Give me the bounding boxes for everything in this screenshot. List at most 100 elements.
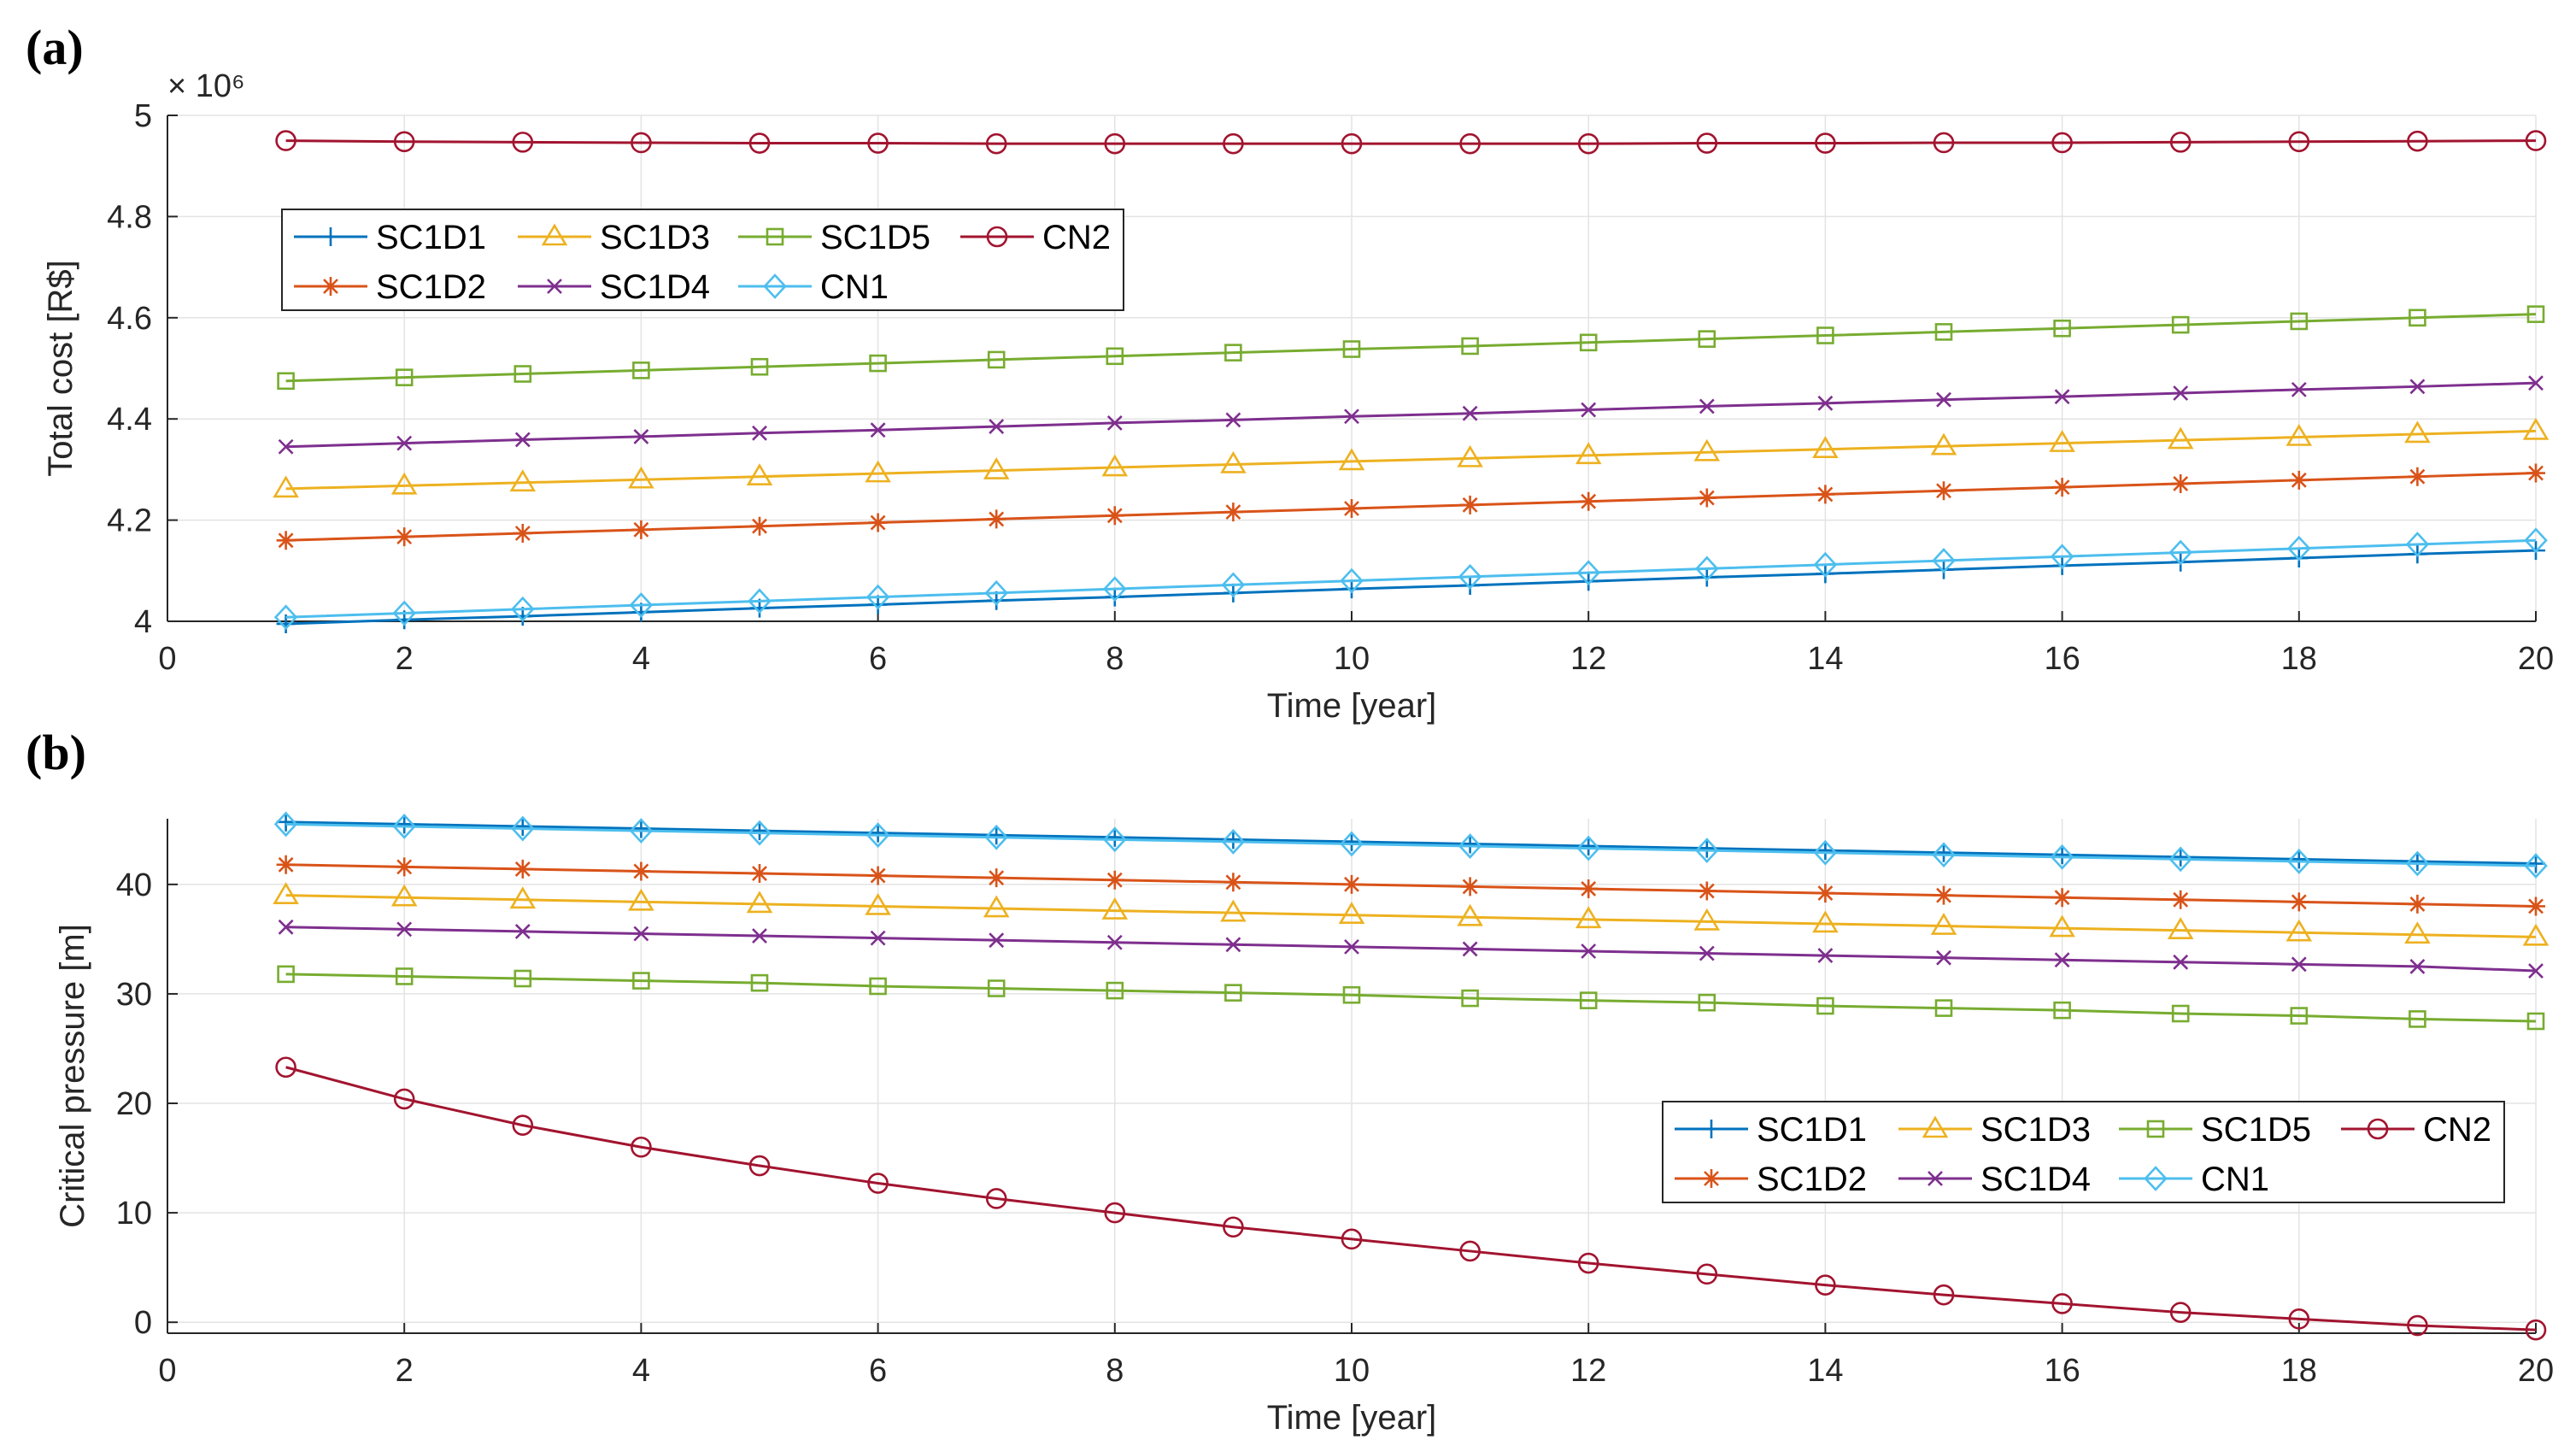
series-line xyxy=(285,1066,2537,1331)
data-point xyxy=(1698,993,1716,1012)
data-point xyxy=(1342,340,1361,358)
data-point xyxy=(2409,309,2426,327)
data-point xyxy=(1934,843,1953,862)
x-tick-label: 10 xyxy=(1334,1353,1370,1389)
legend-label: CN2 xyxy=(1042,219,1111,256)
data-point xyxy=(2052,888,2072,908)
series-sc1d2 xyxy=(276,855,2545,916)
data-point xyxy=(2052,478,2072,497)
data-point xyxy=(2524,527,2548,554)
data-point xyxy=(1461,337,1479,356)
y-tick-label: 0 xyxy=(134,1305,152,1341)
data-point xyxy=(1934,999,1953,1017)
data-point xyxy=(278,438,294,455)
legend-box xyxy=(1662,1101,2505,1203)
data-point xyxy=(1104,1202,1126,1224)
data-point xyxy=(1579,572,1599,591)
x-tick-label: 18 xyxy=(2281,1353,2317,1389)
data-point xyxy=(1457,444,1483,467)
series-cn2 xyxy=(275,1056,2547,1341)
data-point xyxy=(1934,481,1953,501)
legend-marker xyxy=(321,227,340,246)
x-tick-label: 10 xyxy=(1334,641,1370,677)
data-point xyxy=(1579,991,1598,1009)
data-point xyxy=(513,969,532,988)
data-point xyxy=(1220,450,1247,473)
series-sc1d1 xyxy=(276,541,2545,633)
legend-entry-sc1d3: SC1D3 xyxy=(518,219,710,256)
y-tick-label: 40 xyxy=(116,867,152,903)
data-point xyxy=(1936,949,1951,966)
x-tick-label: 4 xyxy=(632,641,650,677)
data-point xyxy=(1815,132,1836,154)
data-point xyxy=(1934,560,1953,579)
series-sc1d2 xyxy=(276,463,2545,550)
data-point xyxy=(513,365,532,383)
series-sc1d5 xyxy=(277,305,2545,391)
data-point xyxy=(395,368,414,386)
data-point xyxy=(1933,132,1955,154)
data-point xyxy=(2050,844,2074,870)
legend-entry-cn1: CN1 xyxy=(2119,1161,2269,1198)
legend-marker xyxy=(2367,1118,2389,1140)
data-point xyxy=(514,432,531,448)
data-point xyxy=(1576,835,1600,861)
data-point xyxy=(748,588,772,614)
data-point xyxy=(1577,1252,1599,1274)
legend-entry-sc1d5: SC1D5 xyxy=(738,219,930,256)
data-point xyxy=(1577,132,1599,155)
data-point xyxy=(1340,567,1364,594)
data-point xyxy=(1105,827,1124,847)
y-tick-label: 4.4 xyxy=(107,402,152,438)
data-point xyxy=(983,457,1010,479)
data-point xyxy=(867,1173,889,1194)
data-point xyxy=(2288,1308,2310,1330)
legend: SC1D1 SC1D3 SC1D5 CN2 SC1D2 SC1D4 CN1 xyxy=(281,209,1124,311)
data-point xyxy=(1342,832,1361,851)
data-point xyxy=(987,868,1006,888)
y-tick-label: 30 xyxy=(116,977,152,1013)
data-point xyxy=(1342,874,1361,894)
data-point xyxy=(1579,837,1599,856)
data-point xyxy=(395,814,414,834)
data-point xyxy=(1341,132,1363,155)
legend-entry-sc1d3: SC1D3 xyxy=(1898,1111,2091,1149)
data-point xyxy=(2167,917,2194,939)
data-point xyxy=(2171,847,2191,867)
data-point xyxy=(2409,1010,2426,1028)
data-point xyxy=(1459,1240,1481,1262)
data-point xyxy=(2286,919,2313,942)
data-point xyxy=(392,600,416,626)
data-point xyxy=(987,350,1006,369)
data-point xyxy=(2526,1012,2545,1031)
data-point xyxy=(2053,1001,2071,1020)
data-point xyxy=(1106,981,1124,1000)
data-point xyxy=(1581,944,1597,959)
data-point xyxy=(393,131,415,153)
series-line xyxy=(285,926,2537,973)
data-point xyxy=(2526,463,2545,483)
data-point xyxy=(2286,423,2313,446)
data-point xyxy=(750,821,769,841)
series-sc1d4 xyxy=(278,919,2544,979)
data-point xyxy=(1458,833,1482,859)
y-axis-label: Total cost [R$] xyxy=(42,260,79,476)
data-point xyxy=(2522,417,2550,440)
data-point xyxy=(1106,934,1123,950)
data-point xyxy=(1932,842,1956,868)
data-point xyxy=(1224,344,1242,362)
data-point xyxy=(2168,846,2192,873)
data-point xyxy=(396,435,413,451)
series-cn1 xyxy=(273,811,2548,879)
data-point xyxy=(1933,1284,1955,1306)
data-point xyxy=(746,891,773,914)
data-point xyxy=(1457,903,1483,926)
data-point xyxy=(2171,315,2190,334)
data-point xyxy=(1697,881,1716,901)
data-point xyxy=(2054,952,2070,968)
series-line xyxy=(285,820,2537,866)
data-point xyxy=(629,818,654,844)
x-axis-label: Time [year] xyxy=(1267,687,1437,725)
series-sc1d1 xyxy=(276,812,2545,873)
data-point xyxy=(2408,467,2427,486)
